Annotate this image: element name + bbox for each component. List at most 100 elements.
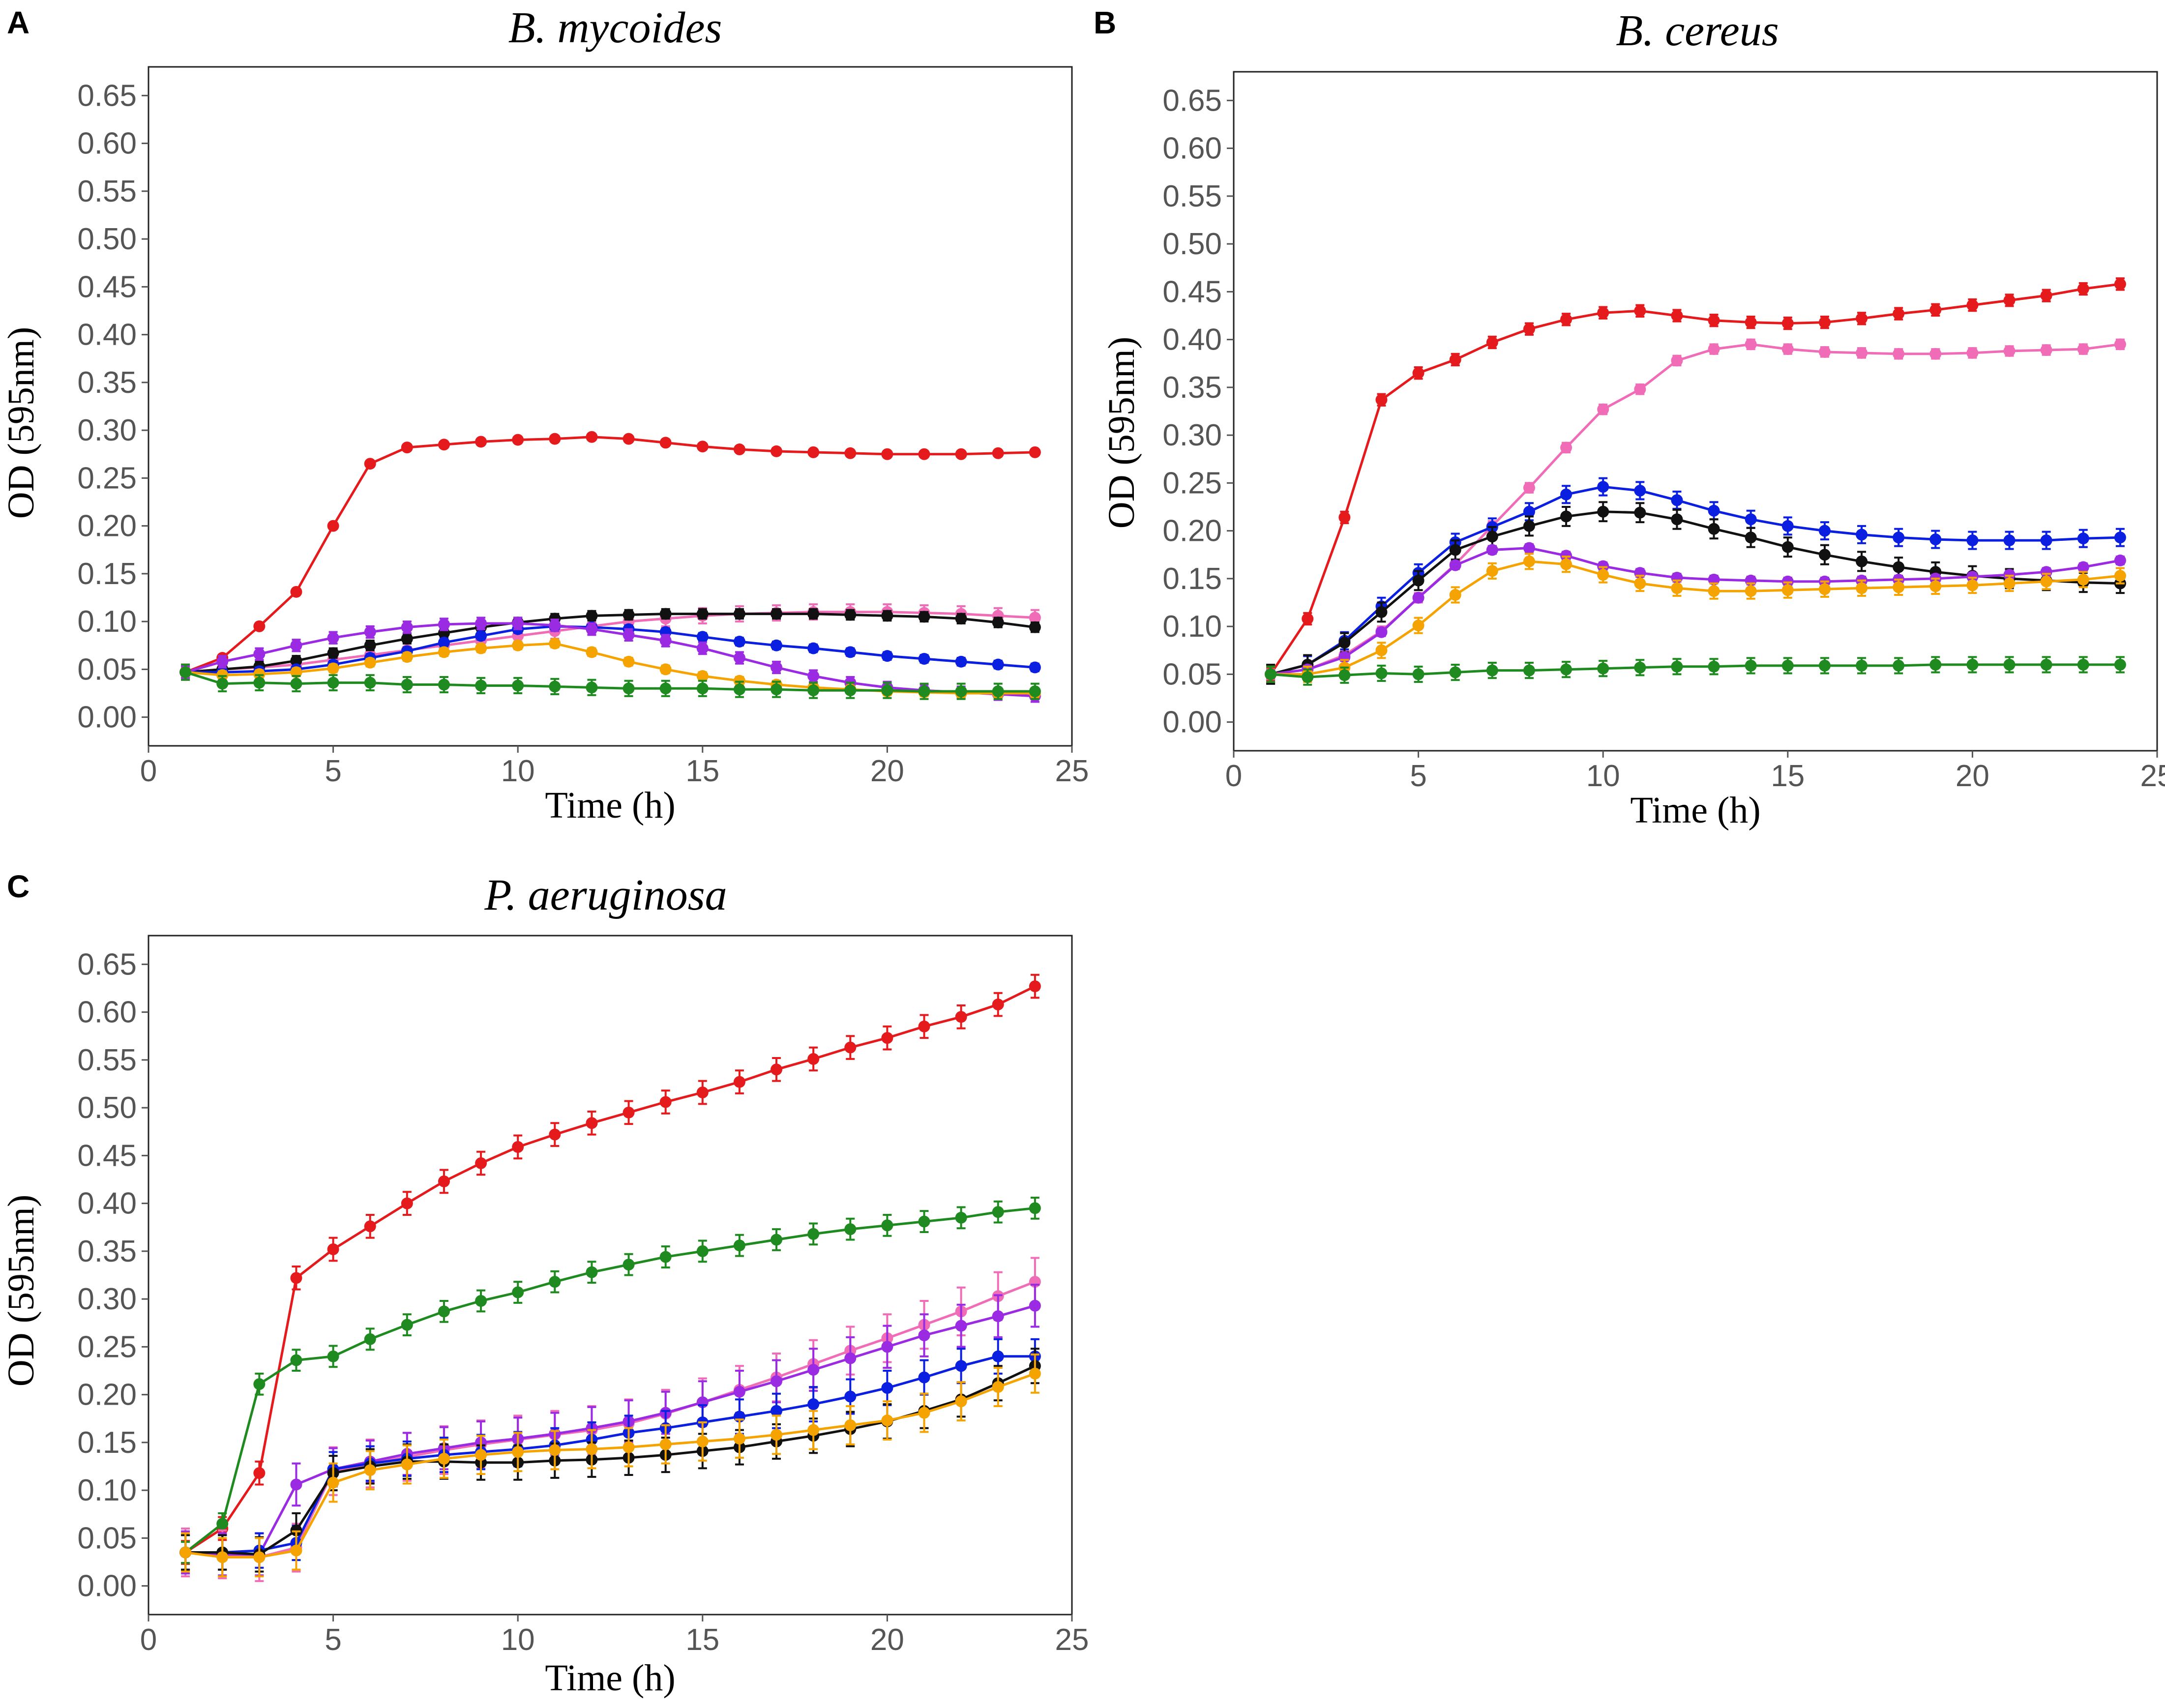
data-point: [918, 652, 930, 665]
data-point: [401, 1319, 413, 1331]
y-tick-label: 0.55: [77, 175, 137, 208]
data-point: [1966, 299, 1979, 311]
data-point: [549, 433, 561, 445]
data-point: [659, 663, 672, 676]
data-point: [1929, 533, 1942, 546]
data-point: [1029, 446, 1041, 458]
data-point: [549, 1276, 561, 1288]
data-point: [512, 1286, 524, 1298]
y-tick-label: 0.65: [77, 79, 137, 113]
data-point: [955, 1395, 967, 1408]
series-pink: [179, 1257, 1041, 1582]
series-line-purple: [185, 622, 1036, 698]
data-point: [1449, 589, 1461, 601]
data-point: [327, 1350, 339, 1362]
y-tick-label: 0.05: [77, 652, 137, 686]
data-point: [807, 1364, 820, 1376]
data-point: [2040, 290, 2052, 302]
data-point: [844, 1390, 857, 1403]
data-point: [364, 639, 376, 651]
data-point: [1634, 383, 1646, 395]
series-line-red: [1270, 283, 2121, 675]
data-point: [1856, 347, 1868, 359]
data-point: [512, 639, 524, 651]
data-point: [290, 1544, 302, 1557]
data-point: [586, 1266, 598, 1278]
x-tick-label: 5: [1410, 759, 1426, 793]
data-point: [1671, 660, 1683, 673]
data-point: [807, 1398, 820, 1411]
data-point: [1745, 316, 1757, 328]
x-tick-label: 0: [140, 1623, 157, 1657]
data-point: [1781, 584, 1794, 596]
data-point: [1449, 666, 1461, 678]
y-tick-label: 0.05: [1162, 657, 1222, 691]
data-point: [623, 433, 635, 445]
data-point: [955, 655, 967, 668]
data-point: [1966, 579, 1979, 591]
data-point: [1029, 685, 1041, 698]
data-point: [696, 631, 709, 643]
panel-letter-b: B: [1094, 5, 1116, 40]
data-point: [807, 446, 820, 458]
data-point: [1966, 658, 1979, 671]
panel-b-x-axis: 0 5 10 15 20 25: [1225, 751, 2165, 793]
panel-letter-a: A: [7, 5, 30, 40]
data-point: [844, 1041, 857, 1054]
data-point: [1597, 569, 1609, 581]
series-line-orange: [185, 1372, 1036, 1559]
data-point: [253, 648, 266, 660]
data-point: [512, 618, 524, 630]
data-point: [1449, 544, 1461, 556]
data-point: [475, 642, 487, 654]
data-point: [1597, 307, 1609, 319]
y-tick-label: 0.25: [77, 1330, 137, 1364]
data-point: [696, 1086, 709, 1098]
panel-c-x-axis-label: Time (h): [545, 1657, 675, 1699]
data-point: [2077, 561, 2089, 573]
data-point: [1412, 591, 1424, 604]
data-point: [475, 630, 487, 642]
data-point: [881, 1341, 893, 1353]
series-line-green: [185, 671, 1035, 693]
data-point: [1412, 574, 1424, 587]
data-point: [1029, 621, 1041, 633]
data-point: [992, 999, 1004, 1011]
data-point: [401, 1458, 413, 1471]
data-point: [1302, 671, 1314, 683]
data-point: [1818, 549, 1831, 561]
data-point: [1412, 619, 1424, 632]
data-point: [881, 610, 893, 622]
x-tick-label: 15: [685, 754, 719, 788]
data-point: [955, 1360, 967, 1372]
data-point: [1671, 513, 1683, 526]
y-tick-label: 0.65: [1162, 84, 1222, 118]
data-point: [844, 646, 857, 658]
series-orange: [179, 1353, 1041, 1578]
data-point: [290, 654, 302, 667]
data-point: [2077, 532, 2089, 545]
data-point: [1893, 308, 1905, 320]
data-point: [2003, 577, 2016, 589]
y-tick-label: 0.40: [1162, 323, 1222, 357]
series-line-pink: [185, 1280, 1036, 1559]
data-point: [1708, 523, 1720, 535]
data-point: [401, 678, 413, 691]
panel-c-x-axis: 0 5 10 15 20 25: [140, 1615, 1089, 1657]
data-point: [1560, 442, 1572, 454]
data-point: [1338, 669, 1351, 681]
x-tick-label: 10: [1586, 759, 1620, 793]
data-point: [438, 678, 450, 691]
data-point: [401, 442, 413, 454]
data-point: [1671, 309, 1683, 322]
x-tick-label: 0: [140, 754, 157, 788]
data-point: [290, 677, 302, 690]
data-point: [771, 608, 783, 620]
series-green: [179, 663, 1041, 700]
data-point: [881, 650, 893, 662]
data-point: [955, 1211, 967, 1224]
y-tick-label: 0.50: [77, 1091, 137, 1125]
data-point: [659, 608, 672, 620]
data-point: [2040, 658, 2052, 671]
